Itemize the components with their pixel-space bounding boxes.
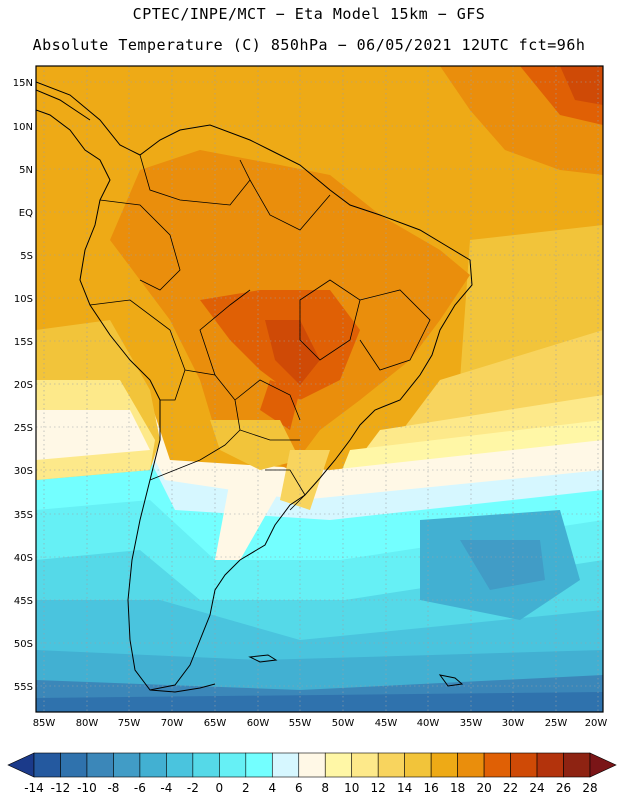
colorbar-box	[86, 752, 114, 778]
colorbar-box	[219, 752, 247, 778]
colorbar-box	[166, 752, 194, 778]
colorbar-box	[271, 752, 300, 778]
colorbar-label: 12	[371, 781, 386, 795]
lon-label: 85W	[33, 718, 56, 729]
lon-label: 80W	[76, 718, 99, 729]
lat-label: 55S	[14, 682, 33, 693]
colorbar-box	[510, 752, 538, 778]
longitude-labels: 85W 80W 75W 70W 65W 60W 55W 50W 45W 40W …	[33, 718, 608, 729]
colorbar-label: 2	[242, 781, 250, 795]
colorbar-box	[113, 752, 141, 778]
colorbar-box	[351, 752, 379, 778]
lon-label: 55W	[289, 718, 312, 729]
colorbar-label: 14	[397, 781, 412, 795]
colorbar-label: 10	[344, 781, 359, 795]
lat-label: 30S	[14, 466, 33, 477]
colorbar-label: 24	[529, 781, 544, 795]
colorbar-box	[536, 752, 564, 778]
colorbar-box	[377, 752, 405, 778]
lon-label: 50W	[332, 718, 355, 729]
colorbar-label: 22	[503, 781, 518, 795]
colorbar-box	[430, 752, 458, 778]
latitude-labels: 15N 10N 5N EQ 5S 10S 15S 20S 25S 30S 35S…	[13, 78, 33, 693]
lat-label: 40S	[14, 553, 33, 564]
lon-label: 75W	[118, 718, 141, 729]
lat-label: 10S	[14, 294, 33, 305]
lat-label: 35S	[14, 510, 33, 521]
colorbar-box	[483, 752, 511, 778]
lon-label: 60W	[247, 718, 270, 729]
colorbar-box	[139, 752, 167, 778]
colorbar-label: 6	[295, 781, 303, 795]
colorbar: -14 -12 -10 -8 -6 -4 -2 0 2 4 6 8 10 12 14 16 18 20 22 24 26…	[7, 752, 617, 795]
colorbar-box	[192, 752, 220, 778]
colorbar-box	[457, 752, 485, 778]
colorbar-label: 28	[582, 781, 597, 795]
lat-label: 45S	[14, 596, 33, 607]
colorbar-label: 18	[450, 781, 465, 795]
colorbar-high-arrow	[589, 752, 617, 778]
colorbar-label: -2	[187, 781, 199, 795]
colorbar-label: 0	[216, 781, 224, 795]
map-title-line2: Absolute Temperature (C) 850hPa − 06/05/…	[32, 36, 586, 54]
lat-label: 10N	[13, 122, 33, 133]
colorbar-label: 8	[321, 781, 329, 795]
lat-label: 20S	[14, 380, 33, 391]
colorbar-label: -6	[134, 781, 146, 795]
colorbar-box	[33, 752, 61, 778]
lon-label: 35W	[460, 718, 483, 729]
map-title-line1: CPTEC/INPE/MCT − Eta Model 15km − GFS	[132, 5, 486, 23]
lon-label: 45W	[375, 718, 398, 729]
lon-label: 25W	[545, 718, 568, 729]
colorbar-box	[245, 752, 273, 778]
colorbar-box	[404, 752, 432, 778]
colorbar-label: -4	[160, 781, 172, 795]
colorbar-box	[60, 752, 88, 778]
graticule	[36, 66, 603, 712]
temperature-field	[36, 66, 603, 712]
colorbar-label: -14	[24, 781, 44, 795]
lat-label: 5S	[20, 251, 33, 262]
lat-label: 25S	[14, 423, 33, 434]
colorbar-box	[324, 752, 353, 778]
plot-frame	[35, 65, 604, 713]
colorbar-label: 20	[476, 781, 491, 795]
colorbar-label: -8	[107, 781, 119, 795]
coastlines	[36, 81, 473, 693]
colorbar-box	[563, 752, 591, 778]
colorbar-low-arrow	[7, 752, 35, 778]
colorbar-box	[298, 752, 326, 778]
lat-label: EQ	[19, 208, 33, 219]
lon-label: 20W	[585, 718, 608, 729]
lon-label: 30W	[502, 718, 525, 729]
colorbar-label: 26	[556, 781, 571, 795]
lat-label: 5N	[19, 165, 33, 176]
country-borders	[89, 154, 431, 511]
lon-label: 70W	[161, 718, 184, 729]
lat-label: 15N	[13, 78, 33, 89]
colorbar-label: -10	[77, 781, 97, 795]
colorbar-label: 4	[268, 781, 276, 795]
lon-label: 65W	[204, 718, 227, 729]
lon-label: 40W	[417, 718, 440, 729]
colorbar-label: -12	[51, 781, 71, 795]
lat-label: 15S	[14, 337, 33, 348]
lat-label: 50S	[14, 639, 33, 650]
colorbar-label: 16	[424, 781, 439, 795]
